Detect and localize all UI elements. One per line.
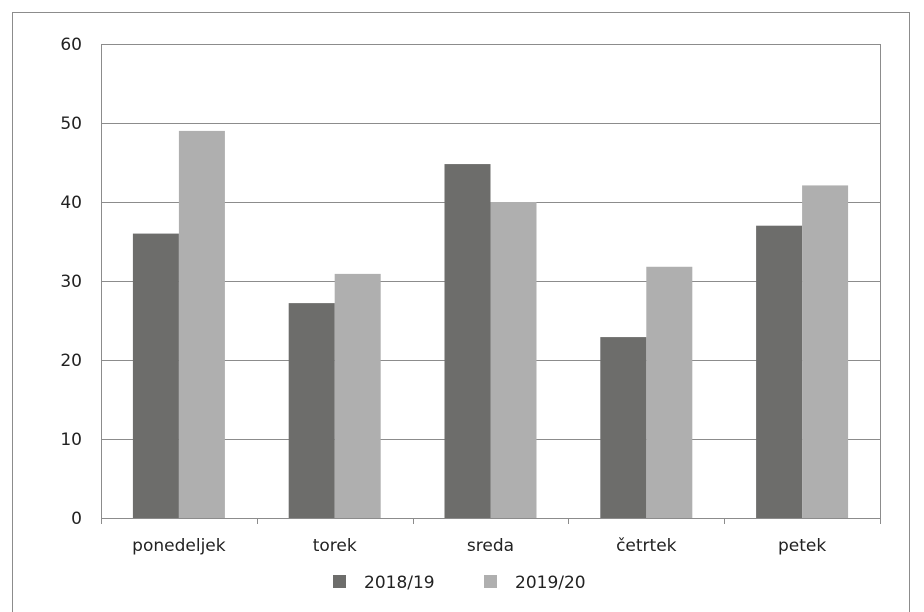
bar [288,303,335,518]
legend-label: 2019/20 [515,573,586,593]
bar [646,266,693,518]
y-tick-label: 50 [60,114,82,134]
bar [600,337,647,518]
x-tick-label: četrtek [616,536,677,556]
bars [132,130,849,518]
bar [490,202,537,518]
x-tick-label: torek [313,536,357,556]
y-tick-label: 60 [60,35,82,55]
y-tick-label: 10 [60,430,82,450]
legend-swatch [333,575,346,588]
y-tick-label: 20 [60,351,82,371]
x-axis-tick-labels: ponedeljek torek sreda četrtek petek [132,536,826,556]
y-tick-label: 40 [60,193,82,213]
legend-swatch [484,575,497,588]
y-axis-tick-labels: 0 10 20 30 40 50 60 [60,35,82,529]
x-tick-label: ponedeljek [132,536,226,556]
bar [802,185,849,518]
x-tick-label: sreda [467,536,514,556]
bar [756,225,803,518]
legend-label: 2018/19 [364,573,435,593]
bar [178,130,225,518]
x-axis [101,518,881,524]
legend-item: 2019/20 [484,573,586,593]
bar [132,233,179,518]
y-tick-label: 0 [71,509,82,529]
legend-item: 2018/19 [333,573,435,593]
bar [334,273,381,518]
legend: 2018/19 2019/20 [333,573,586,593]
x-tick-label: petek [778,536,826,556]
y-tick-label: 30 [60,272,82,292]
bar [444,164,491,518]
